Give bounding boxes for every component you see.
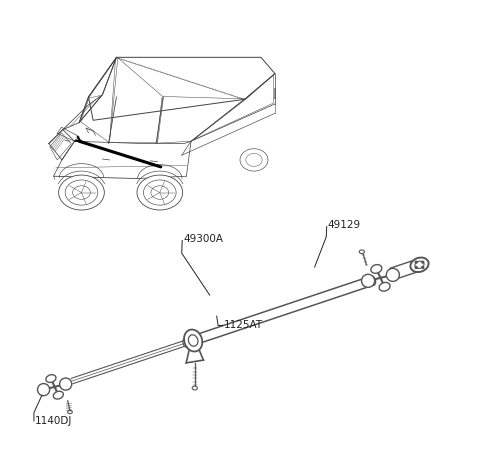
Circle shape [415,261,417,263]
Circle shape [422,261,424,263]
Ellipse shape [59,175,104,210]
Text: 49300A: 49300A [183,234,223,244]
Ellipse shape [359,250,364,254]
Ellipse shape [53,391,63,399]
Ellipse shape [410,257,429,272]
Ellipse shape [379,282,390,291]
Text: 1125AT: 1125AT [224,320,263,331]
Circle shape [361,274,374,287]
Circle shape [415,266,417,268]
Ellipse shape [371,265,382,273]
Text: 1140DJ: 1140DJ [35,416,72,426]
Circle shape [37,384,49,396]
Ellipse shape [68,410,72,414]
Ellipse shape [192,386,197,390]
Text: 49129: 49129 [328,220,361,230]
Ellipse shape [240,149,268,171]
Ellipse shape [46,375,56,382]
Circle shape [422,266,424,268]
Ellipse shape [137,175,183,210]
Circle shape [386,268,399,281]
Ellipse shape [184,330,202,351]
Circle shape [60,378,72,390]
